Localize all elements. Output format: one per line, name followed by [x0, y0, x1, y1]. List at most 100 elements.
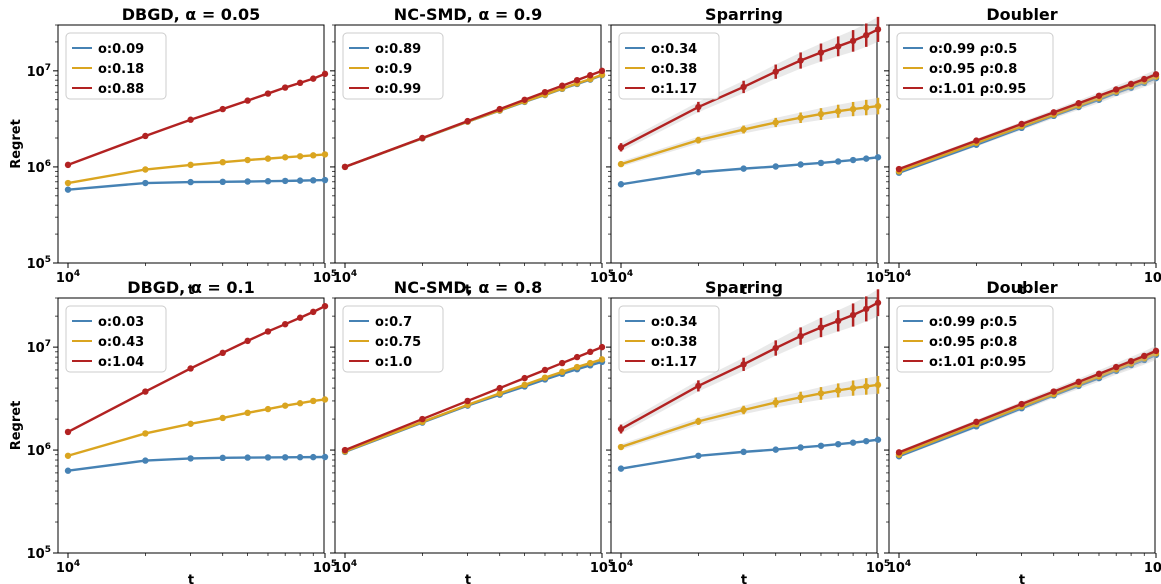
- data-point: [321, 453, 329, 461]
- series-line: [67, 72, 326, 167]
- data-point: [874, 381, 882, 389]
- data-point: [264, 454, 272, 461]
- data-point: [863, 305, 870, 313]
- data-point: [321, 302, 329, 310]
- series-line: [344, 358, 603, 453]
- legend-entry: o:0.9: [375, 62, 412, 77]
- data-point: [1095, 92, 1103, 99]
- data-point: [321, 70, 329, 78]
- data-point: [142, 179, 149, 187]
- data-point: [817, 110, 825, 118]
- data-point: [341, 446, 349, 454]
- legend: o:0.34 o:0.38 o:1.17: [618, 32, 720, 100]
- legend-entry: o:1.01 ρ:0.95: [929, 355, 1026, 370]
- data-point: [849, 311, 857, 319]
- legend-entry: o:0.43: [98, 335, 144, 350]
- data-point: [740, 83, 747, 91]
- y-axis-label: Regret: [9, 401, 24, 451]
- data-point: [541, 366, 549, 374]
- data-point: [264, 405, 272, 413]
- legend-entry: o:0.7: [375, 315, 412, 330]
- series-line: [898, 75, 1157, 173]
- x-axis-label: t: [188, 283, 194, 298]
- data-point: [817, 442, 825, 449]
- legend-box: [618, 305, 720, 373]
- data-point: [310, 453, 317, 461]
- data-point: [1050, 388, 1057, 395]
- data-point: [772, 446, 779, 453]
- chart-title: NC-SMD, α = 0.8: [394, 278, 542, 297]
- x-axis-label: t: [1019, 283, 1025, 298]
- data-point: [740, 361, 747, 368]
- data-point: [849, 439, 857, 446]
- data-point: [219, 178, 226, 186]
- data-point: [863, 155, 870, 162]
- data-point: [797, 57, 804, 64]
- y-axis-label: Regret: [9, 119, 24, 169]
- data-point: [281, 154, 289, 161]
- data-point: [834, 108, 842, 115]
- data-point: [849, 105, 857, 113]
- legend: o:0.03 o:0.43 o:1.04: [65, 305, 167, 373]
- data-point: [695, 103, 702, 111]
- plot-frame: [888, 24, 1156, 264]
- x-tick-label: 104: [887, 559, 911, 576]
- data-point: [296, 153, 304, 160]
- data-point: [772, 399, 779, 406]
- data-point: [863, 383, 870, 390]
- data-point: [219, 105, 226, 113]
- data-point: [244, 409, 251, 417]
- data-point: [64, 452, 72, 459]
- data-point: [296, 177, 304, 184]
- plot-frame: [57, 24, 325, 264]
- data-point: [587, 359, 594, 367]
- y-tick-label: 106: [27, 442, 51, 459]
- legend-entry: o:0.34: [651, 315, 697, 330]
- panel-8: Doubler104105to:0.99 ρ:0.5o:0.95 ρ:0.8o:…: [884, 278, 1161, 584]
- data-point: [281, 454, 289, 461]
- data-point: [419, 134, 426, 142]
- data-point: [521, 96, 528, 103]
- chart-title: Doubler: [986, 278, 1057, 297]
- legend-entry: o:0.89: [375, 42, 421, 57]
- data-point: [797, 114, 804, 121]
- series-line: [620, 104, 879, 166]
- plot-frame: [610, 24, 878, 264]
- plot-frame: [610, 297, 878, 554]
- data-point: [617, 443, 625, 451]
- data-point: [187, 420, 194, 427]
- x-axis-label: t: [465, 283, 471, 298]
- data-point: [296, 314, 304, 321]
- plot-frame: [334, 297, 602, 554]
- legend-entry: o:1.17: [651, 82, 697, 97]
- legend-entry: o:1.01 ρ:0.95: [929, 82, 1026, 97]
- data-point: [496, 390, 503, 397]
- data-point: [598, 356, 606, 363]
- data-point: [598, 67, 606, 75]
- data-point: [573, 76, 581, 84]
- data-point: [1075, 100, 1082, 107]
- x-tick-label: 104: [609, 269, 633, 286]
- data-point: [1018, 400, 1025, 408]
- x-tick-label: 104: [333, 269, 357, 286]
- legend: o:0.89 o:0.9 o:0.99: [342, 32, 444, 100]
- legend-entry: o:0.18: [98, 62, 144, 77]
- data-point: [187, 116, 194, 123]
- data-point: [558, 82, 566, 89]
- data-point: [281, 320, 289, 328]
- chart-title: Sparring: [705, 5, 783, 24]
- data-point: [296, 79, 304, 87]
- data-point: [244, 97, 251, 104]
- data-point: [772, 119, 779, 126]
- data-point: [558, 359, 566, 367]
- data-point: [496, 384, 503, 392]
- data-point: [187, 365, 194, 372]
- data-point: [281, 402, 289, 409]
- x-tick-label: 104: [333, 559, 357, 576]
- data-point: [895, 449, 903, 456]
